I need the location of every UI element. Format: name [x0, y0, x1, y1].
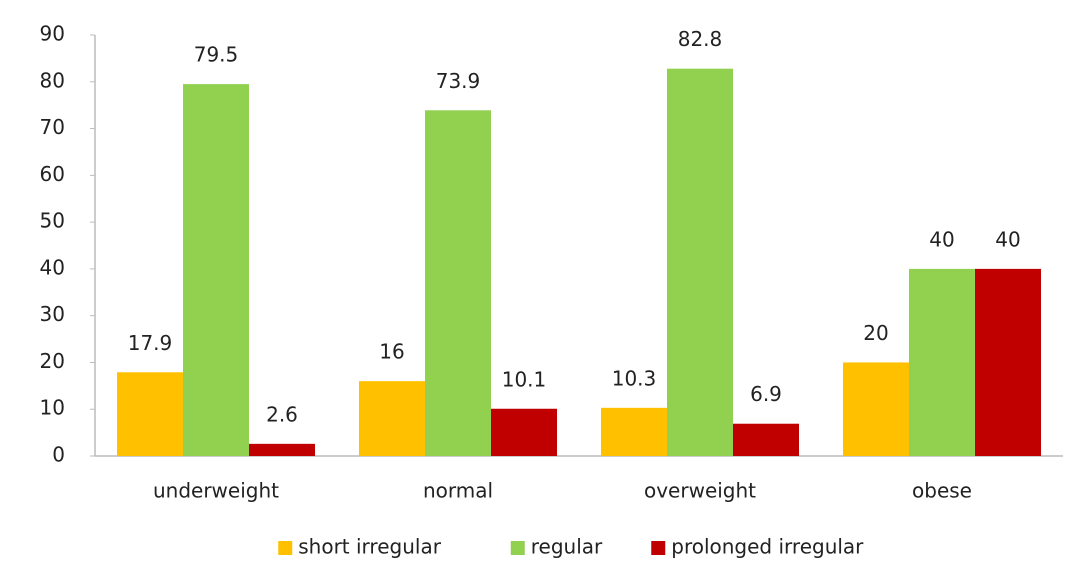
legend-swatch [278, 541, 293, 555]
bar [601, 407, 667, 456]
y-tick-label: 90 [40, 22, 65, 46]
bar [117, 372, 183, 456]
y-tick-label: 60 [40, 162, 65, 186]
y-tick-label: 10 [40, 396, 65, 420]
data-label: 79.5 [194, 43, 239, 67]
x-tick-label: overweight [644, 479, 756, 503]
legend-label: prolonged irregular [671, 535, 864, 559]
data-label: 2.6 [266, 402, 298, 426]
data-label: 10.3 [612, 366, 657, 390]
data-label: 82.8 [678, 27, 723, 51]
legend-swatch [651, 541, 666, 555]
y-tick-label: 20 [40, 349, 65, 373]
data-label: 20 [863, 321, 888, 345]
data-label: 40 [995, 227, 1020, 251]
data-label: 10.1 [502, 367, 547, 391]
y-tick-label: 80 [40, 68, 65, 92]
data-label: 40 [929, 227, 954, 251]
bar [425, 110, 491, 456]
bar [359, 381, 425, 456]
y-tick-label: 40 [40, 255, 65, 279]
y-tick-label: 30 [40, 302, 65, 326]
y-tick-label: 0 [52, 443, 65, 467]
bar [249, 443, 315, 456]
bar [843, 362, 909, 456]
y-tick-label: 50 [40, 209, 65, 233]
x-tick-label: underweight [153, 479, 279, 503]
bar [909, 268, 975, 456]
y-tick-label: 70 [40, 115, 65, 139]
legend-swatch [510, 541, 525, 555]
x-tick-label: obese [912, 479, 972, 503]
bar [183, 84, 249, 456]
legend-label: short irregular [298, 535, 441, 559]
data-label: 73.9 [436, 69, 481, 93]
x-tick-label: normal [423, 479, 493, 503]
bar [491, 408, 557, 456]
bar [733, 423, 799, 456]
data-label: 16 [379, 340, 404, 364]
bar [667, 68, 733, 457]
data-label: 6.9 [750, 382, 782, 406]
data-label: 17.9 [128, 331, 173, 355]
legend-label: regular [531, 535, 603, 559]
bar [975, 268, 1041, 456]
